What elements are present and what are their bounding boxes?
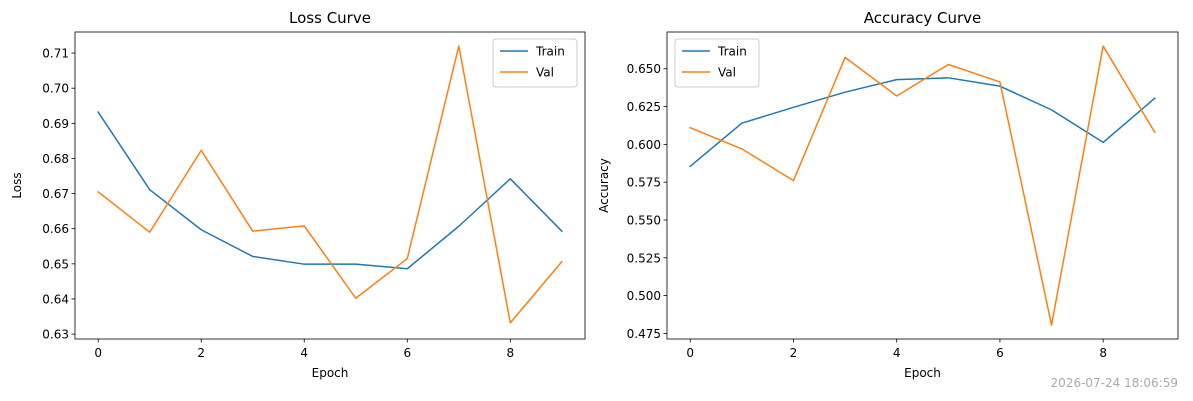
series-line-train	[689, 77, 1156, 168]
chart-title: Accuracy Curve	[864, 9, 982, 27]
legend-label-train: Train	[717, 45, 747, 59]
legend: Train Val	[674, 38, 760, 88]
y-tick-label: 0.575	[627, 176, 661, 190]
x-tick-label: 8	[506, 346, 514, 360]
y-tick-label: 0.67	[42, 187, 69, 201]
y-tick-label: 0.625	[627, 100, 661, 114]
y-tick-label: 0.70	[42, 82, 69, 96]
x-axis-label: Epoch	[312, 366, 349, 380]
y-tick-label: 0.66	[42, 222, 69, 236]
y-tick-label: 0.650	[627, 62, 661, 76]
y-tick-label: 0.71	[42, 47, 69, 61]
y-axis-label: Accuracy	[597, 158, 611, 213]
x-tick-label: 4	[300, 346, 308, 360]
y-axis-label: Loss	[10, 172, 24, 198]
x-tick-label: 0	[94, 346, 102, 360]
chart-title: Loss Curve	[289, 9, 371, 27]
loss-chart: Loss Curve 0 2 4 6 8 0.63 0.64 0.65 0.66 0.67 0.68 0…	[10, 9, 586, 380]
x-tick-label: 2	[197, 346, 205, 360]
y-tick-label: 0.475	[627, 327, 661, 341]
x-tick-label: 4	[893, 346, 901, 360]
legend-label-train: Train	[535, 45, 565, 59]
y-tick-label: 0.500	[627, 289, 661, 303]
y-tick-label: 0.68	[42, 152, 69, 166]
y-tick-label: 0.65	[42, 257, 69, 271]
accuracy-chart: Accuracy Curve 0 2 4 6 8 0.475 0.500 0.525 0.550 0…	[597, 9, 1179, 380]
series-line-train	[97, 111, 563, 270]
y-tick-label: 0.550	[627, 213, 661, 227]
plot-frame	[666, 31, 1179, 340]
plot-frame	[74, 31, 586, 340]
legend: Train Val	[492, 38, 578, 88]
x-axis-label: Epoch	[904, 366, 941, 380]
timestamp: 2026-07-24 18:06:59	[1050, 376, 1178, 390]
x-tick-label: 0	[686, 346, 694, 360]
legend-label-val: Val	[536, 66, 554, 80]
series-line-val	[97, 45, 563, 324]
y-tick-label: 0.525	[627, 251, 661, 265]
x-tick-label: 8	[1099, 346, 1107, 360]
y-tick-label: 0.69	[42, 117, 69, 131]
y-tick-label: 0.64	[42, 292, 69, 306]
series-line-val	[689, 45, 1156, 326]
x-tick-label: 2	[790, 346, 798, 360]
legend-label-val: Val	[718, 66, 736, 80]
x-tick-label: 6	[996, 346, 1004, 360]
x-tick-label: 6	[403, 346, 411, 360]
y-tick-label: 0.600	[627, 138, 661, 152]
y-tick-label: 0.63	[42, 328, 69, 342]
